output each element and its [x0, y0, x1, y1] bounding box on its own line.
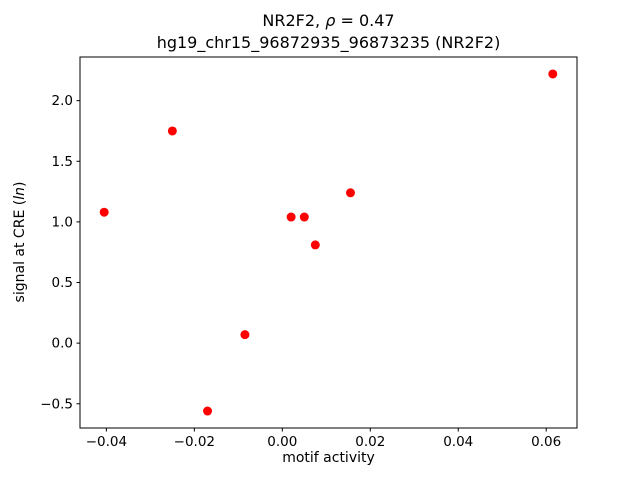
scatter-point [240, 330, 250, 340]
axes-frame [79, 56, 578, 429]
y-axis-label-text: signal at CRE ( [12, 199, 28, 303]
title-gene-label: NR2F2, [262, 11, 326, 30]
x-tick-label: 0.00 [267, 434, 297, 450]
chart-title-line1: NR2F2, ρ = 0.47 [80, 10, 577, 32]
y-tick-label: 0.0 [52, 336, 73, 352]
scatter-point [548, 69, 558, 79]
y-tick-label: 2.0 [52, 93, 73, 109]
y-axis-label-ln: ln [12, 187, 28, 200]
scatter-point [203, 406, 213, 416]
scatter-point [345, 188, 355, 198]
x-tick-label: 0.04 [443, 434, 473, 450]
chart-title-line2: hg19_chr15_96872935_96873235 (NR2F2) [156, 33, 501, 52]
x-tick-label: −0.02 [174, 434, 215, 450]
y-tick-label: 0.5 [52, 275, 73, 291]
y-tick-label: 1.5 [52, 154, 73, 170]
chart-title: NR2F2, ρ = 0.47 hg19_chr15_96872935_9687… [80, 10, 577, 54]
y-axis-label-close: ) [12, 181, 28, 188]
scatter-point [299, 212, 309, 222]
x-tick-label: 0.06 [531, 434, 561, 450]
title-correlation-value: = 0.47 [335, 11, 395, 30]
x-tick-label: 0.02 [355, 434, 385, 450]
y-axis-label: signal at CRE (ln) [12, 182, 28, 303]
x-axis-label: motif activity [282, 450, 375, 466]
y-tick-label: −0.5 [40, 396, 73, 412]
y-tick-label: 1.0 [52, 214, 73, 230]
scatter-point [167, 126, 177, 136]
scatter-point [99, 207, 109, 217]
x-tick-label: −0.04 [86, 434, 127, 450]
scatter-point [286, 212, 296, 222]
title-rho-symbol: ρ [325, 11, 336, 30]
scatter-point [310, 240, 320, 250]
